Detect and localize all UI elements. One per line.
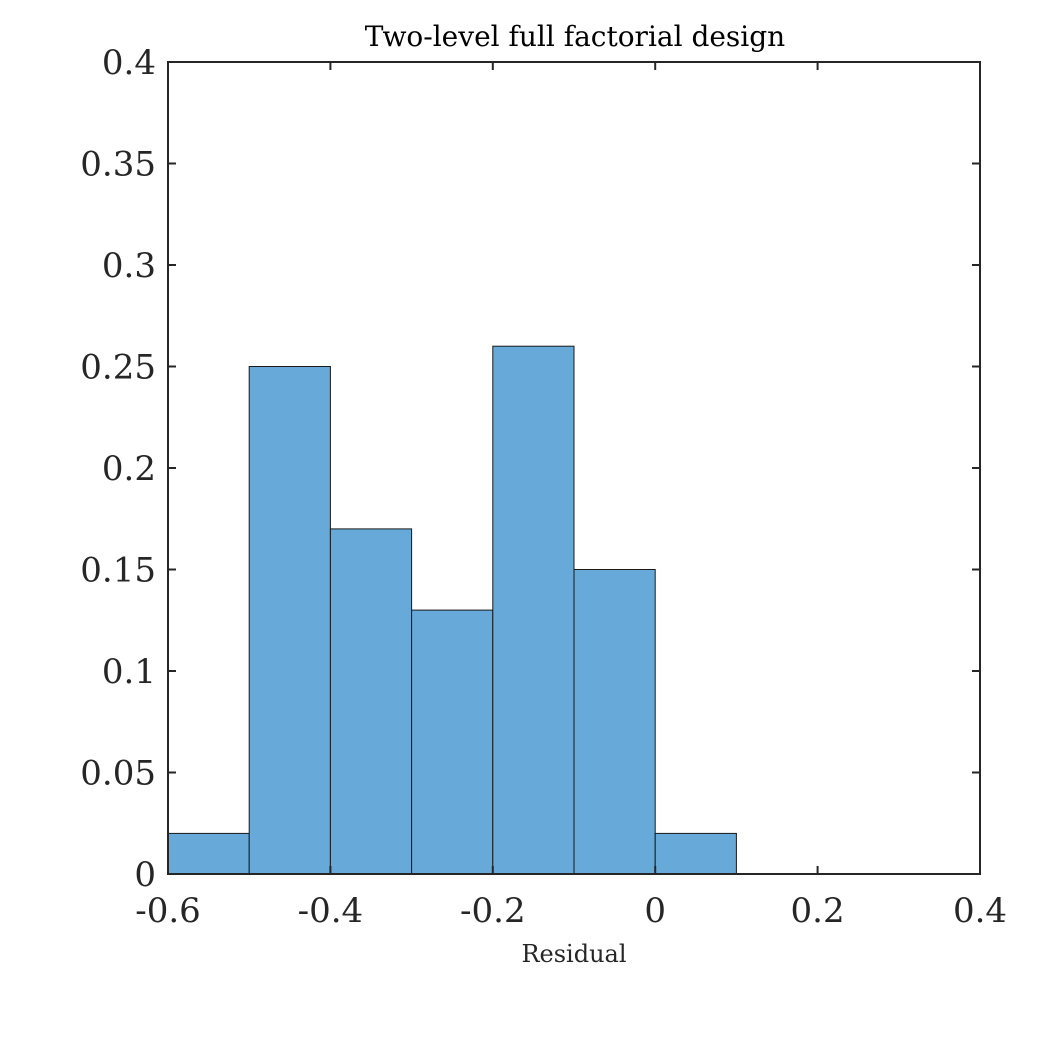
y-tick-label: 0.35 xyxy=(80,145,156,185)
x-axis-label: Residual xyxy=(521,940,626,968)
chart-title: Two-level full factorial design xyxy=(365,20,785,53)
histogram-bar xyxy=(167,832,250,875)
x-tick-label: -0.6 xyxy=(135,891,201,931)
x-tick-label: -0.4 xyxy=(298,891,364,931)
x-axis: -0.6 -0.4 -0.2 0 0.2 0.4 xyxy=(135,62,1007,931)
histogram-bar xyxy=(329,528,413,875)
histogram-bar xyxy=(654,832,737,875)
y-tick-label: 0.3 xyxy=(102,246,156,286)
y-tick-label: 0.15 xyxy=(80,551,156,591)
y-tick-label: 0 xyxy=(134,855,156,895)
x-tick-label: 0 xyxy=(644,891,666,931)
x-tick-label: 0.4 xyxy=(953,891,1007,931)
histogram-bar xyxy=(411,609,494,875)
x-tick-label: -0.2 xyxy=(460,891,526,931)
y-tick-label: 0.1 xyxy=(102,652,156,692)
y-tick-label: 0.4 xyxy=(102,43,156,83)
y-tick-label: 0.25 xyxy=(80,348,156,388)
bars-group xyxy=(167,345,737,875)
histogram-bar xyxy=(573,569,656,875)
x-tick-label: 0.2 xyxy=(791,891,845,931)
y-tick-label: 0.05 xyxy=(80,754,156,794)
histogram-bar xyxy=(248,366,331,875)
y-tick-label: 0.2 xyxy=(102,449,156,489)
y-axis: 0 0.05 0.1 0.15 0.2 0.25 0.3 0.35 0.4 xyxy=(80,43,980,895)
histogram-bar xyxy=(492,345,575,875)
